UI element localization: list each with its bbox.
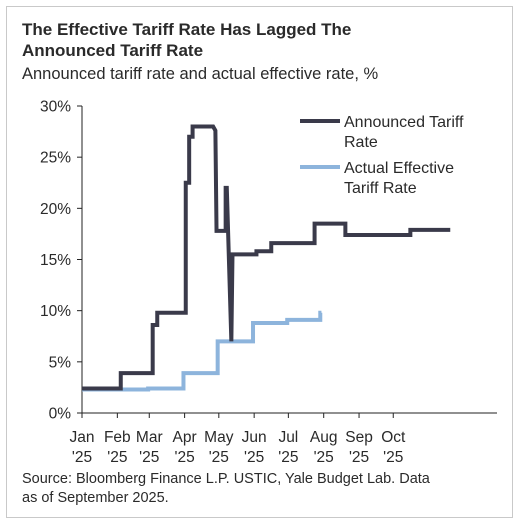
x-tick-label-month: Apr <box>173 429 197 446</box>
source-line-2: as of September 2025. <box>22 490 169 506</box>
series-line-announced <box>82 124 451 391</box>
source-note: Source: Bloomberg Finance L.P. USTIC, Ya… <box>22 470 502 508</box>
chart-title-line-1: The Effective Tariff Rate Has Lagged The <box>22 20 352 39</box>
chart-subtitle: Announced tariff rate and actual effecti… <box>22 65 379 83</box>
x-tick-label-year: '25 <box>72 449 92 466</box>
legend-item-effective: Actual Effective Tariff Rate <box>300 160 454 197</box>
x-tick-label-year: '25 <box>383 449 403 466</box>
y-tick-label: 0% <box>49 406 72 423</box>
chart-frame <box>6 6 513 518</box>
x-tick-label-month: Jul <box>278 429 298 446</box>
x-tick-label-month: Jun <box>242 429 267 446</box>
x-tick-label-month: Mar <box>136 429 163 446</box>
legend-label: Announced Tariff Rate <box>344 114 464 151</box>
x-tick-label-month: Jan <box>70 429 95 446</box>
x-tick-label-month: Sep <box>345 429 373 446</box>
x-tick-label-year: '25 <box>349 449 369 466</box>
y-tick-label: 10% <box>40 303 71 320</box>
chart-title-line-2: Announced Tariff Rate <box>22 41 204 60</box>
source-line-1: Source: Bloomberg Finance L.P. USTIC, Ya… <box>22 471 430 487</box>
x-tick-label-month: Aug <box>310 429 338 446</box>
series-lines <box>82 124 451 392</box>
x-tick-label-year: '25 <box>314 449 334 466</box>
y-tick-label: 25% <box>40 150 71 167</box>
y-tick-label: 30% <box>40 99 71 116</box>
axes: 0% 5% 10% 15% 20% 25% 30% Jan '25 Feb '25 Mar '25 Apr… <box>40 99 497 466</box>
x-tick-label-year: '25 <box>278 449 298 466</box>
legend: Announced Tariff Rate Actual Effective Tari… <box>300 114 464 197</box>
y-tick-label: 15% <box>40 252 71 269</box>
series-line-effective <box>82 310 323 392</box>
legend-item-announced: Announced Tariff Rate <box>300 114 464 151</box>
x-tick-label-year: '25 <box>244 449 264 466</box>
x-tick-label-year: '25 <box>139 449 159 466</box>
x-tick-label-year: '25 <box>175 449 195 466</box>
y-tick-label: 5% <box>49 354 72 371</box>
chart-title: The Effective Tariff Rate Has Lagged The… <box>22 19 492 61</box>
x-tick-label-month: Oct <box>381 429 406 446</box>
y-tick-label: 20% <box>40 201 71 218</box>
legend-label: Actual Effective Tariff Rate <box>344 160 454 197</box>
x-tick-label-year: '25 <box>209 449 229 466</box>
x-tick-label-month: Feb <box>104 429 131 446</box>
x-tick-label-month: May <box>204 429 234 446</box>
x-tick-label-year: '25 <box>107 449 127 466</box>
